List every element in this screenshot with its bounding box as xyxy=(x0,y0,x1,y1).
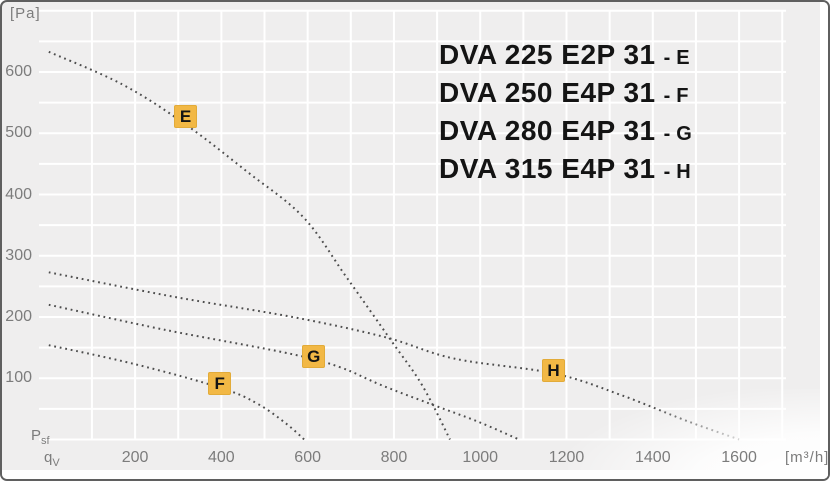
curve-G xyxy=(48,303,520,441)
legend: DVA 225 E2P 31- E DVA 250 E4P 31- F DVA 28… xyxy=(439,36,692,188)
legend-model-name: DVA 280 E4P 31 xyxy=(439,115,656,146)
y-tick-label: 100 xyxy=(5,369,32,387)
legend-separator: - xyxy=(663,85,671,107)
x-tick-label: 1400 xyxy=(635,449,671,466)
gridlines xyxy=(39,9,786,441)
x-tick-label: 1600 xyxy=(721,449,757,466)
curve-E xyxy=(48,50,451,440)
x-tick-label: 200 xyxy=(121,449,149,466)
x-tick-label: 800 xyxy=(380,449,408,466)
x-axis-symbol-sub: V xyxy=(52,457,60,469)
x-axis-symbol-main: q xyxy=(44,449,53,466)
performance-curves xyxy=(48,50,740,441)
bottom-margin xyxy=(2,470,828,479)
x-axis-symbol: qV xyxy=(44,449,60,469)
x-axis-unit-label: [m³/h] xyxy=(785,449,830,466)
legend-model-name: DVA 315 E4P 31 xyxy=(439,153,656,184)
legend-curve-letter: G xyxy=(676,123,692,145)
y-tick-label: 500 xyxy=(5,124,32,142)
x-tick-label: 600 xyxy=(294,449,321,466)
legend-model-name: DVA 250 E4P 31 xyxy=(439,77,656,108)
curve-label-F: F xyxy=(208,371,232,395)
curve-label-G: G xyxy=(302,345,326,369)
legend-line: DVA 250 E4P 31- F xyxy=(439,74,692,112)
legend-separator: - xyxy=(663,47,671,69)
x-tick-label: 400 xyxy=(208,449,235,466)
legend-model-name: DVA 225 E2P 31 xyxy=(439,39,656,70)
right-margin xyxy=(820,2,828,479)
y-axis-unit-label: [Pa] xyxy=(10,5,41,22)
curve-label-H: H xyxy=(542,358,566,382)
x-tick-label: 1200 xyxy=(548,449,585,466)
curve-F xyxy=(48,344,305,441)
y-tick-label: 400 xyxy=(5,185,32,203)
y-axis-symbol-sub: sf xyxy=(41,435,50,447)
legend-curve-letter: E xyxy=(676,47,690,69)
legend-line: DVA 280 E4P 31- G xyxy=(439,112,692,150)
curve-label-E: E xyxy=(174,105,198,129)
y-tick-label: 600 xyxy=(5,63,32,80)
y-tick-label: 200 xyxy=(5,308,32,325)
legend-line: DVA 315 E4P 31- H xyxy=(439,150,692,188)
legend-separator: - xyxy=(663,123,671,145)
legend-separator: - xyxy=(663,161,671,183)
x-tick-label: 1000 xyxy=(462,449,499,466)
legend-curve-letter: F xyxy=(676,85,689,107)
y-axis-symbol-main: P xyxy=(31,427,42,444)
legend-curve-letter: H xyxy=(676,161,691,183)
y-axis-symbol: Psf xyxy=(31,427,50,447)
legend-line: DVA 225 E2P 31- E xyxy=(439,36,692,74)
y-tick-label: 300 xyxy=(5,246,32,264)
